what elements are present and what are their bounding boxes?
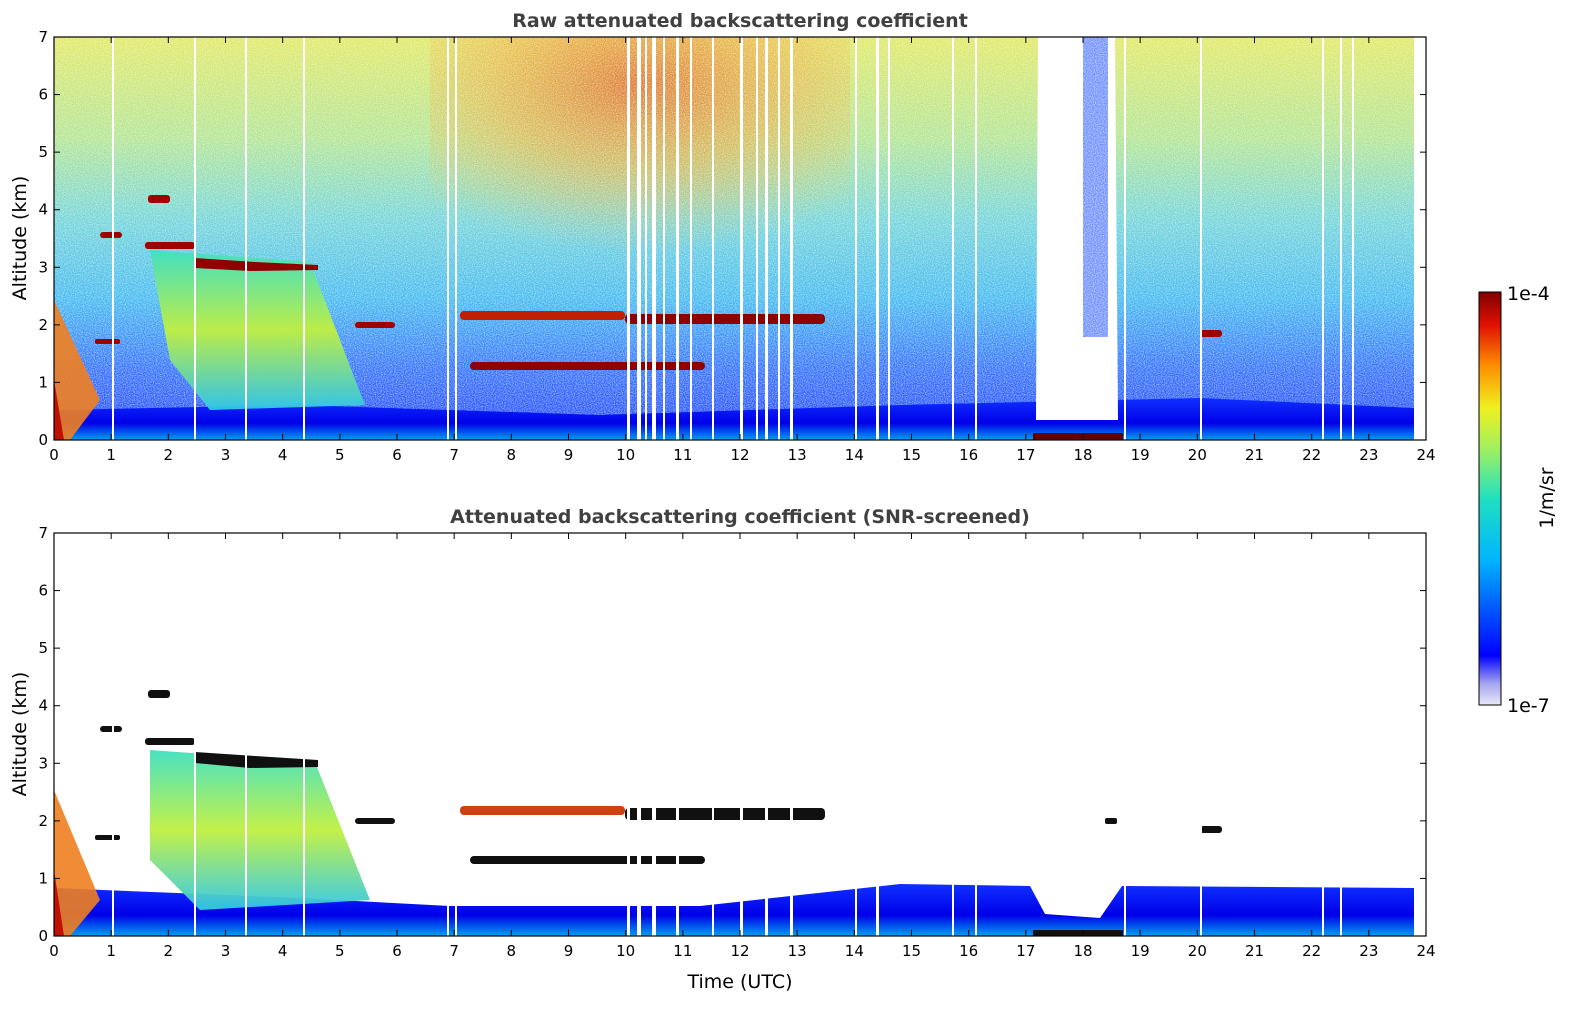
x-tick-label: 10: [616, 446, 635, 464]
y-tick-label: 1: [38, 869, 48, 887]
y-tick-label: 2: [38, 812, 48, 830]
x-tick-label: 5: [335, 942, 345, 960]
x-tick-label: 12: [730, 942, 749, 960]
y-tick-label: 4: [38, 201, 48, 219]
x-tick-label: 15: [902, 446, 921, 464]
x-tick-label: 17: [1016, 446, 1035, 464]
x-tick-label: 15: [902, 942, 921, 960]
x-tick-label: 11: [673, 446, 692, 464]
x-tick-label: 6: [392, 942, 402, 960]
x-tick-label: 0: [49, 942, 59, 960]
x-tick-label: 7: [449, 446, 459, 464]
x-tick-label: 14: [845, 446, 864, 464]
x-tick-label: 16: [959, 446, 978, 464]
x-tick-label: 10: [616, 942, 635, 960]
x-tick-label: 19: [1131, 942, 1150, 960]
y-tick-label: 5: [38, 143, 48, 161]
panel-raw-axes: 0 1 2 3 4 5 6 7 8 9 10 11 12 13 14 15 16 17 18 19 20 21 22 23 24…: [38, 28, 1435, 464]
panel-raw-title: Raw attenuated backscattering coefficien…: [512, 10, 968, 32]
x-tick-label: 24: [1416, 446, 1435, 464]
x-tick-label: 11: [673, 942, 692, 960]
y-tick-label: 6: [38, 86, 48, 104]
x-tick-label: 14: [845, 942, 864, 960]
x-tick-label: 12: [730, 446, 749, 464]
panel-screened-xlabel: Time (UTC): [686, 971, 792, 993]
x-tick-label: 4: [278, 446, 288, 464]
y-tick-label: 3: [38, 754, 48, 772]
y-tick-label: 1: [38, 373, 48, 391]
x-tick-label: 2: [164, 942, 174, 960]
heatmap-raw: [54, 37, 1414, 440]
colorbar-unit-label: 1/m/sr: [1536, 467, 1558, 528]
x-tick-label: 9: [564, 446, 574, 464]
panel-raw: Raw attenuated backscattering coefficien…: [9, 10, 1436, 464]
x-tick-label: 9: [564, 942, 574, 960]
y-tick-label: 6: [38, 582, 48, 600]
x-tick-label: 24: [1416, 942, 1435, 960]
y-tick-label: 4: [38, 697, 48, 715]
x-tick-label: 23: [1359, 446, 1378, 464]
x-tick-label: 5: [335, 446, 345, 464]
y-tick-label: 3: [38, 258, 48, 276]
y-tick-label: 7: [38, 28, 48, 46]
panel-screened-title: Attenuated backscattering coefficient (S…: [450, 506, 1030, 528]
x-tick-label: 20: [1188, 446, 1207, 464]
x-tick-label: 23: [1359, 942, 1378, 960]
heatmap-screened: [54, 533, 1414, 936]
colorbar: 1e-4 1e-7 1/m/sr: [1478, 283, 1558, 717]
x-tick-label: 2: [164, 446, 174, 464]
x-tick-label: 3: [221, 446, 231, 464]
x-tick-label: 18: [1073, 942, 1092, 960]
panel-screened: Attenuated backscattering coefficient (S…: [9, 506, 1436, 993]
colorbar-min-label: 1e-7: [1507, 695, 1550, 717]
x-tick-label: 7: [449, 942, 459, 960]
panel-screened-axes: 0 1 2 3 4 5 6 7 8 9 10 11 12 13 14 15 16 17 18 19 20 21 22 23 24…: [38, 524, 1435, 960]
y-tick-label: 2: [38, 316, 48, 334]
x-tick-label: 17: [1016, 942, 1035, 960]
y-tick-label: 0: [38, 431, 48, 449]
x-tick-label: 22: [1302, 942, 1321, 960]
y-tick-label: 5: [38, 639, 48, 657]
x-tick-label: 13: [788, 446, 807, 464]
x-tick-label: 8: [507, 446, 517, 464]
colorbar-max-label: 1e-4: [1507, 283, 1550, 305]
x-tick-label: 1: [106, 446, 116, 464]
panel-raw-ylabel: Altitude (km): [9, 176, 31, 301]
x-tick-label: 22: [1302, 446, 1321, 464]
x-tick-label: 3: [221, 942, 231, 960]
x-tick-label: 4: [278, 942, 288, 960]
colorbar-gradient: [1478, 291, 1502, 706]
x-tick-label: 21: [1245, 446, 1264, 464]
y-tick-label: 7: [38, 524, 48, 542]
x-tick-label: 0: [49, 446, 59, 464]
x-tick-label: 19: [1131, 446, 1150, 464]
x-tick-label: 1: [106, 942, 116, 960]
panel-screened-ylabel: Altitude (km): [9, 672, 31, 797]
x-tick-label: 13: [788, 942, 807, 960]
x-tick-label: 21: [1245, 942, 1264, 960]
x-tick-label: 8: [507, 942, 517, 960]
x-tick-label: 20: [1188, 942, 1207, 960]
y-tick-label: 0: [38, 927, 48, 945]
x-tick-label: 18: [1073, 446, 1092, 464]
x-tick-label: 6: [392, 446, 402, 464]
x-tick-label: 16: [959, 942, 978, 960]
